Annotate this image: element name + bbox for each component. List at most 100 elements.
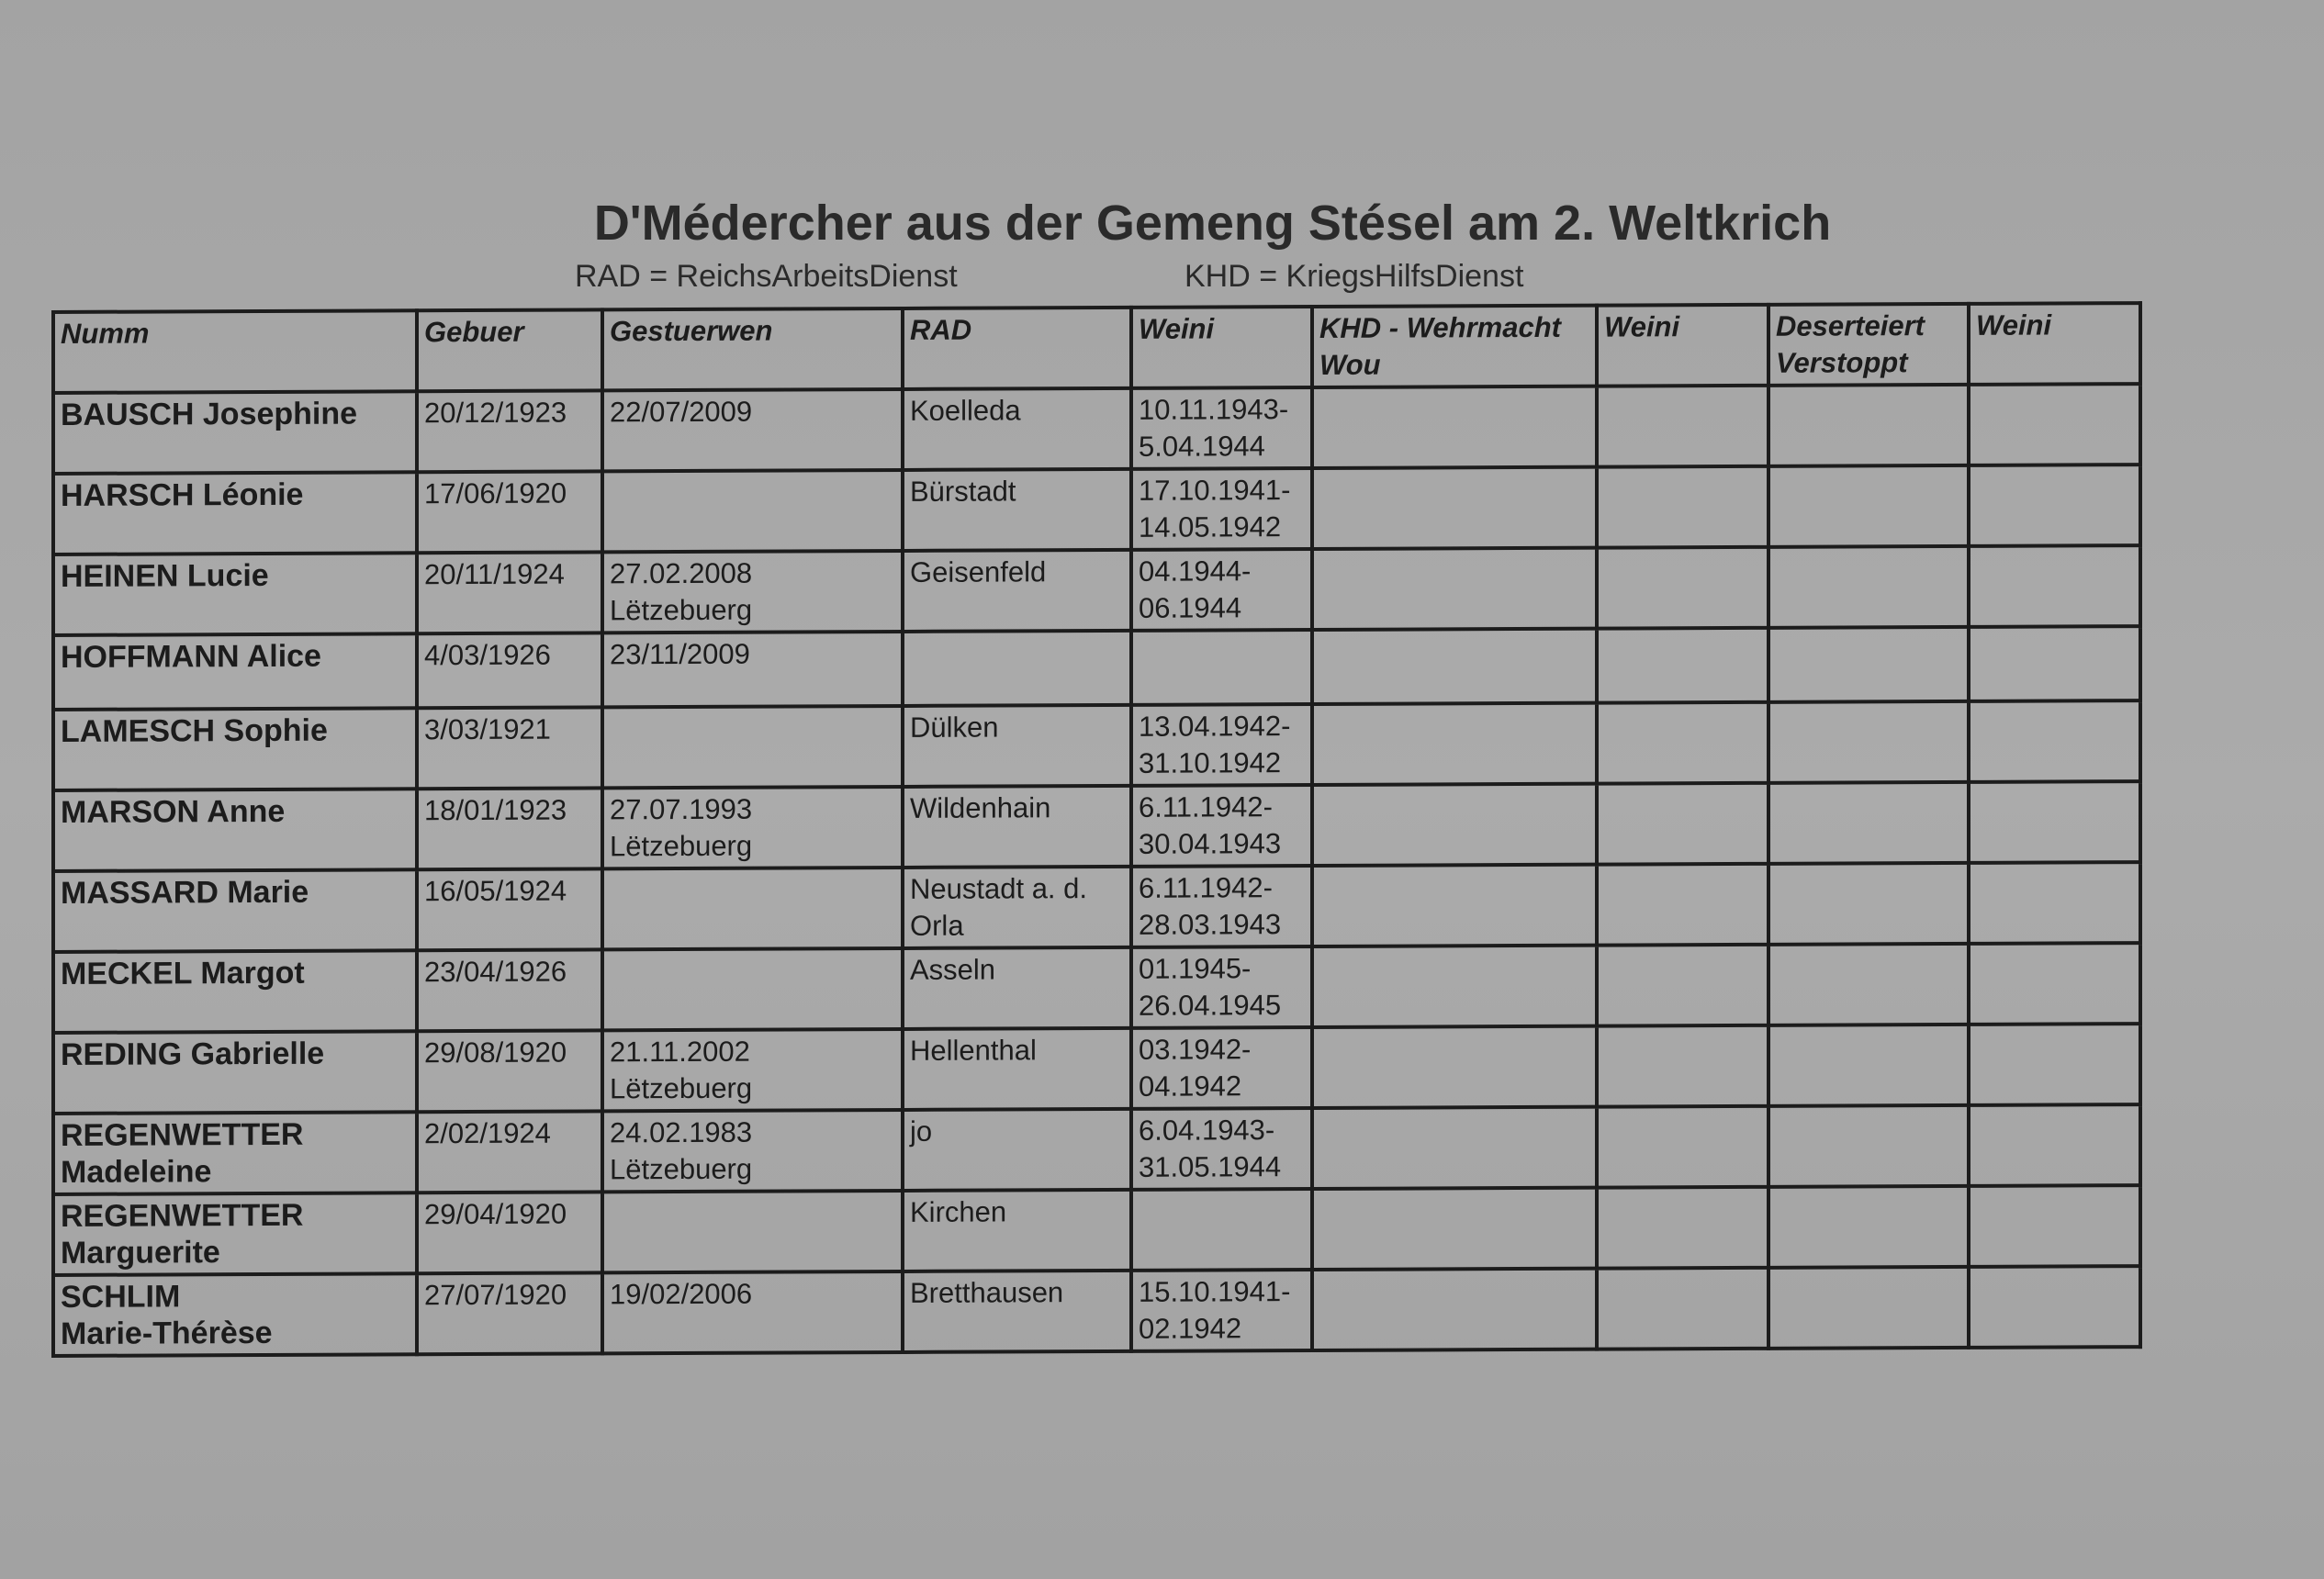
born-cell: 17/06/1920 [417, 471, 602, 554]
col-gestuerwen-header: Gestuerwen [602, 308, 903, 391]
died-cell: 22/07/2009 [602, 388, 903, 472]
empty-cell [1597, 627, 1768, 703]
empty-cell [1768, 1185, 1969, 1268]
period-cell: 6.11.1942- 28.03.1943 [1131, 866, 1312, 947]
empty-cell [1312, 1187, 1597, 1271]
empty-cell [1969, 862, 2140, 944]
born-cell: 4/03/1926 [417, 633, 602, 709]
name-cell: HARSCH Léonie [53, 472, 417, 554]
table-row: REDING Gabrielle 29/08/1920 21.11.2002 Lët… [53, 1024, 2140, 1114]
empty-cell [1312, 945, 1597, 1028]
name-cell: REDING Gabrielle [53, 1031, 417, 1114]
died-cell [602, 1190, 903, 1273]
rad-cell [903, 630, 1131, 706]
rad-cell: Neustadt a. d. Orla [903, 866, 1131, 948]
col-weini-3-header: Weini [1969, 303, 2140, 385]
rad-cell: Bretthausen [903, 1270, 1131, 1352]
col-weini-2-header: Weini [1597, 304, 1768, 386]
rad-cell: Asseln [903, 946, 1131, 1029]
empty-cell [1768, 384, 1969, 466]
name-cell: REGENWETTER Marguerite [53, 1193, 417, 1275]
rad-cell: jo [903, 1108, 1131, 1191]
died-cell: 27.02.2008 Lëtzebuerg [602, 550, 903, 633]
empty-cell [1768, 700, 1969, 783]
name-cell: HOFFMANN Alice [53, 633, 417, 710]
empty-cell [1969, 781, 2140, 863]
empty-cell [1597, 1186, 1768, 1269]
empty-cell [1597, 1105, 1768, 1188]
period-cell: 6.04.1943- 31.05.1944 [1131, 1108, 1312, 1190]
period-cell: 10.11.1943- 5.04.1944 [1131, 387, 1312, 469]
table-row: REGENWETTER Marguerite 29/04/1920 Kirchen [53, 1185, 2140, 1275]
empty-cell [1768, 1104, 1969, 1187]
empty-cell [1969, 1266, 2140, 1348]
died-cell: 24.02.1983 Lëtzebuerg [602, 1109, 903, 1193]
born-cell: 27/07/1920 [417, 1272, 602, 1355]
period-cell: 04.1944- 06.1944 [1131, 549, 1312, 631]
empty-cell [1312, 547, 1597, 631]
col-deserteiert-verstoppt-header: Deserteiert Verstoppt [1768, 303, 1969, 386]
col-weini-header: Weini [1131, 307, 1312, 388]
empty-cell [1312, 628, 1597, 705]
empty-cell [1969, 1185, 2140, 1267]
name-cell: BAUSCH Josephine [53, 391, 417, 474]
died-cell [602, 867, 903, 950]
born-cell: 16/05/1924 [417, 868, 602, 951]
period-cell: 15.10.1941- 02.1942 [1131, 1270, 1312, 1351]
table-row: MASSARD Marie 16/05/1924 Neustadt a. d. Or… [53, 862, 2140, 952]
empty-cell [1969, 1024, 2140, 1105]
col-gebuer-header: Gebuer [417, 309, 602, 392]
empty-cell [1969, 1104, 2140, 1186]
header-row: Numm Gebuer Gestuerwen RAD Weini KHD - Wehrma… [53, 303, 2140, 393]
empty-cell [1969, 465, 2140, 546]
born-cell: 23/04/1926 [417, 949, 602, 1032]
empty-cell [1597, 863, 1768, 946]
empty-cell [1312, 386, 1597, 469]
rad-cell: Bürstadt [903, 468, 1131, 551]
period-cell: 01.1945- 26.04.1945 [1131, 946, 1312, 1028]
empty-cell [1312, 783, 1597, 867]
empty-cell [1969, 545, 2140, 627]
name-cell: REGENWETTER Madeleine [53, 1112, 417, 1194]
table-row: HOFFMANN Alice 4/03/1926 23/11/2009 [53, 626, 2140, 710]
table-row: BAUSCH Josephine 20/12/1923 22/07/2009 Koel… [53, 384, 2140, 474]
empty-cell [1768, 626, 1969, 702]
empty-cell [1597, 782, 1768, 865]
empty-cell [1768, 1024, 1969, 1106]
empty-cell [1768, 781, 1969, 864]
born-cell: 2/02/1924 [417, 1111, 602, 1193]
empty-cell [1597, 465, 1768, 548]
empty-cell [1597, 701, 1768, 784]
empty-cell [1312, 1268, 1597, 1351]
document-title: D'Médercher aus der Gemeng Stésel am 2. … [593, 196, 1832, 251]
name-cell: HEINEN Lucie [53, 553, 417, 635]
born-cell: 20/11/1924 [417, 552, 602, 634]
empty-cell [1597, 385, 1768, 467]
empty-cell [1597, 1267, 1768, 1349]
died-cell: 19/02/2006 [602, 1271, 903, 1354]
women-table: Numm Gebuer Gestuerwen RAD Weini KHD - Wehrma… [51, 301, 2142, 1358]
table-row: MECKEL Margot 23/04/1926 Asseln 01.1945- 26… [53, 943, 2140, 1033]
name-cell: MARSON Anne [53, 789, 417, 871]
died-cell [602, 469, 903, 553]
rad-cell: Geisenfeld [903, 549, 1131, 632]
empty-cell [1969, 384, 2140, 465]
legend-khd: KHD = KriegsHilfsDienst [1184, 259, 1524, 294]
period-cell [1131, 630, 1312, 705]
died-cell [602, 947, 903, 1031]
empty-cell [1312, 702, 1597, 786]
born-cell: 29/08/1920 [417, 1030, 602, 1113]
born-cell: 18/01/1923 [417, 788, 602, 870]
col-numm-header: Numm [53, 310, 417, 393]
empty-cell [1768, 862, 1969, 945]
legend-rad: RAD = ReichsArbeitsDienst [575, 259, 958, 294]
died-cell: 27.07.1993 Lëtzebuerg [602, 786, 903, 869]
empty-cell [1312, 1025, 1597, 1109]
rad-cell: Kirchen [903, 1189, 1131, 1271]
empty-cell [1768, 1266, 1969, 1349]
col-khd-wehrmacht-wou-header: KHD - Wehrmacht Wou [1312, 305, 1597, 388]
empty-cell [1312, 864, 1597, 947]
period-cell: 03.1942- 04.1942 [1131, 1027, 1312, 1109]
empty-cell [1597, 1025, 1768, 1107]
empty-cell [1597, 546, 1768, 629]
